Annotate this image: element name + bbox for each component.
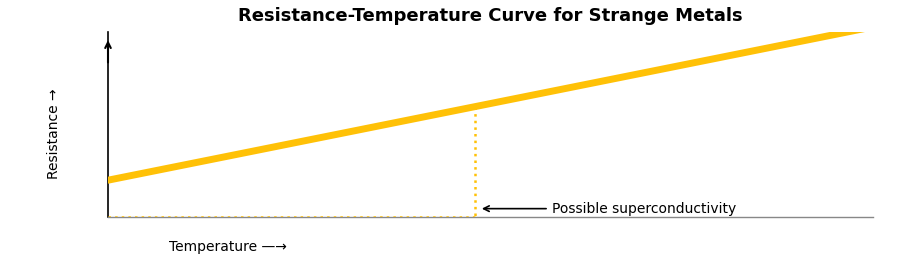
Text: Temperature —→: Temperature —→ [169,240,287,254]
Text: Resistance →: Resistance → [48,89,61,179]
Text: Possible superconductivity: Possible superconductivity [483,202,736,216]
Title: Resistance-Temperature Curve for Strange Metals: Resistance-Temperature Curve for Strange… [238,7,742,25]
